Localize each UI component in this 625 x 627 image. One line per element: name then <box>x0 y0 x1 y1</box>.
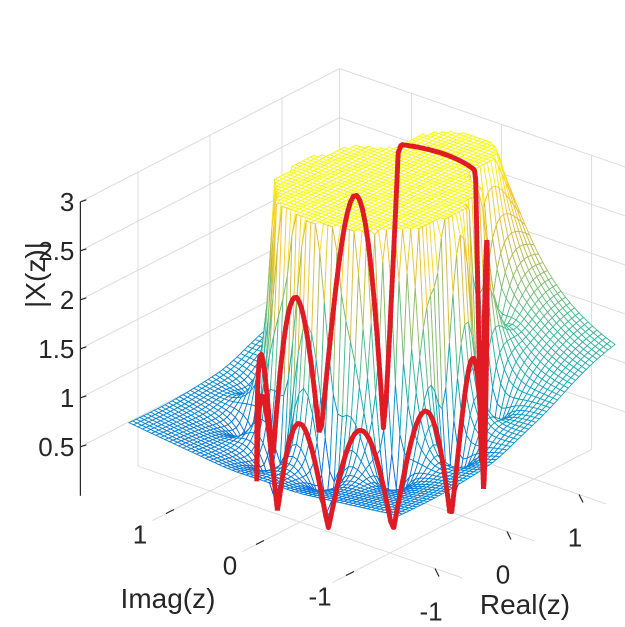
z-tick-label: 1.5 <box>38 334 74 364</box>
x-tick-label: 0 <box>496 560 510 590</box>
z-tick-label: 1 <box>60 383 74 413</box>
z-axis-label: |X(z)| <box>20 242 51 308</box>
mesh-surface <box>127 130 616 528</box>
z-tick-label: 3 <box>60 187 74 217</box>
x-tick-label: 1 <box>568 523 582 553</box>
y-axis-label: Imag(z) <box>121 583 216 614</box>
y-tick-label: 0 <box>223 551 237 581</box>
x-axis-label: Real(z) <box>480 589 570 620</box>
z-tick-label: 2 <box>60 285 74 315</box>
x-tick-label: -1 <box>419 597 442 627</box>
z-tick-label: 0.5 <box>38 432 74 462</box>
y-tick-label: -1 <box>308 582 331 612</box>
z-tick-labels: 0.511.522.53 <box>38 187 87 462</box>
y-tick-label: 1 <box>133 520 147 550</box>
